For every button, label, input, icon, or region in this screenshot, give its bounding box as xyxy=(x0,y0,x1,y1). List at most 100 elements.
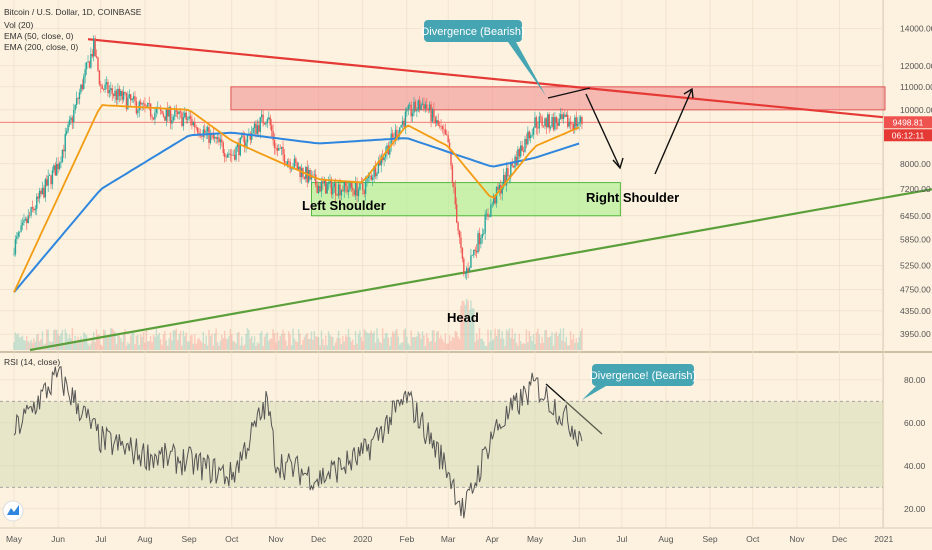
ema50-line[interactable] xyxy=(13,104,580,293)
candle-body xyxy=(134,96,136,102)
volume-bar xyxy=(372,333,374,350)
candle-body xyxy=(88,61,91,68)
candle-body xyxy=(243,136,246,148)
volume-bar xyxy=(245,333,247,350)
legend-ema200[interactable]: EMA (200, close, 0) xyxy=(4,42,78,52)
volume-bar xyxy=(67,338,69,350)
tradingview-logo[interactable] xyxy=(2,500,24,522)
candle-body xyxy=(384,152,387,158)
candle-body xyxy=(121,90,123,100)
candle-body xyxy=(545,118,548,128)
volume-bar xyxy=(168,338,170,350)
candle-body xyxy=(41,187,44,194)
candle-body xyxy=(426,104,428,109)
candle-body xyxy=(169,107,172,124)
candle-body xyxy=(350,181,353,188)
candle-body xyxy=(505,168,508,186)
volume-bar xyxy=(191,334,193,350)
volume-bar xyxy=(56,329,58,350)
resistance-trendline[interactable] xyxy=(87,38,884,119)
candle-body xyxy=(316,185,318,193)
candle-body xyxy=(394,129,397,140)
volume-bar xyxy=(340,344,343,350)
volume-bar xyxy=(295,340,297,350)
candle-body xyxy=(278,148,280,151)
volume-bar xyxy=(235,343,237,350)
support-trendline[interactable] xyxy=(29,188,932,352)
rsi-tick-label: 80.00 xyxy=(904,375,926,385)
callout-price-divergence[interactable]: Divergence (Bearish) xyxy=(421,20,546,96)
candle-body xyxy=(132,96,135,99)
time-ticks: May Jun Jul Aug Sep Oct Nov Dec 2020 Feb Mar Apr May… xyxy=(6,534,893,544)
volume-bar xyxy=(24,340,27,350)
volume-bar xyxy=(181,345,183,350)
volume-bar xyxy=(137,334,139,350)
symbol-title[interactable]: Bitcoin / U.S. Dollar, 1D, COINBASE xyxy=(4,7,142,17)
candle-body xyxy=(27,215,29,224)
projection-arrow-up[interactable] xyxy=(654,88,693,175)
candle-body xyxy=(145,106,148,107)
price-tick-label: 4350.00 xyxy=(900,306,931,316)
volume-bar xyxy=(511,328,513,350)
candle-body xyxy=(181,112,183,126)
legend-ema50[interactable]: EMA (50, close, 0) xyxy=(4,31,74,41)
price-tick-label: 11000.00 xyxy=(900,82,932,92)
candle-body xyxy=(184,112,186,118)
volume-bar xyxy=(229,328,232,350)
volume-bar xyxy=(487,329,489,350)
candle-body xyxy=(409,104,411,106)
price-axis[interactable] xyxy=(883,0,932,550)
candle-body xyxy=(91,54,93,57)
rsi-tick-label: 20.00 xyxy=(904,504,926,514)
candle-body xyxy=(531,134,533,136)
volume-bar xyxy=(77,336,79,350)
candle-body xyxy=(349,181,351,190)
rsi-divergence-line[interactable] xyxy=(545,383,603,435)
candle-body xyxy=(507,168,509,177)
volume-bar xyxy=(290,345,293,350)
candle-body xyxy=(13,254,15,255)
volume-bar xyxy=(539,343,542,350)
volume-bar xyxy=(84,333,86,350)
volume-bar xyxy=(313,331,316,350)
time-tick-label: Nov xyxy=(789,534,805,544)
candle-body xyxy=(464,273,466,274)
volume-bar xyxy=(512,338,515,350)
volume-bar xyxy=(278,340,280,350)
candle-body xyxy=(438,125,441,127)
volume-bar xyxy=(575,338,577,350)
legend-volume[interactable]: Vol (20) xyxy=(4,20,33,30)
volume-bar xyxy=(105,335,108,350)
volume-bar xyxy=(139,334,142,350)
volume-bar xyxy=(413,337,415,350)
ema200-line[interactable] xyxy=(13,131,580,293)
candle-body xyxy=(313,174,316,176)
price-divergence-line[interactable] xyxy=(547,87,591,99)
volume-bar xyxy=(531,341,533,350)
callout-rsi-divergence[interactable]: Divergence! (Bearish) xyxy=(582,364,696,400)
volume-bar xyxy=(463,301,465,350)
candle-body xyxy=(407,105,409,109)
volume-bar xyxy=(418,333,421,350)
candle-body xyxy=(152,117,155,120)
candle-body xyxy=(396,129,398,139)
projection-arrow-down[interactable] xyxy=(585,93,621,169)
badge-price: 9498.81 xyxy=(893,117,924,127)
resistance-zone[interactable] xyxy=(230,86,886,111)
candle-body xyxy=(326,183,328,194)
volume-bar xyxy=(564,342,566,350)
volume-bar xyxy=(81,341,84,350)
legend-rsi[interactable]: RSI (14, close) xyxy=(4,357,60,367)
volume-bar xyxy=(186,341,189,350)
volume-bar xyxy=(471,308,474,350)
volume-bar xyxy=(134,344,136,350)
candle-body xyxy=(342,190,344,192)
candle-body xyxy=(346,186,348,193)
rsi-line[interactable] xyxy=(13,366,583,519)
volume-bar xyxy=(357,334,360,350)
volume-bar xyxy=(427,338,429,350)
volume-bar xyxy=(549,336,552,350)
volume-bar xyxy=(33,338,35,350)
candle-body xyxy=(24,218,27,221)
